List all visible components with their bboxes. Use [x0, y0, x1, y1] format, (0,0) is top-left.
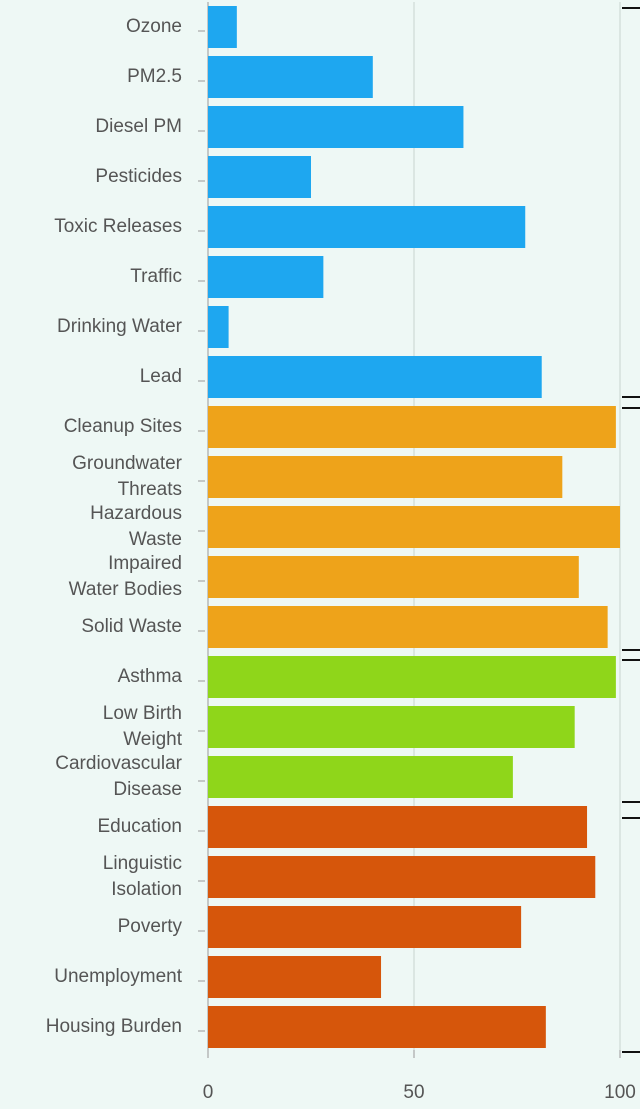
y-tick-label: Pesticides	[95, 166, 182, 187]
bar	[208, 556, 579, 598]
y-tick-label: Ozone	[126, 16, 182, 37]
bar	[208, 306, 229, 348]
y-tick-label: Drinking Water	[57, 316, 182, 337]
y-tick-label: Diesel PM	[95, 116, 182, 137]
bar	[208, 6, 237, 48]
bar	[208, 106, 464, 148]
x-tick-label: 50	[403, 1082, 424, 1103]
bar	[208, 456, 563, 498]
bar	[208, 506, 620, 548]
y-tick-label: Impaired Water Bodies	[68, 553, 182, 600]
bar	[208, 156, 311, 198]
bar	[208, 856, 596, 898]
y-tick-label: Cardiovascular Disease	[55, 753, 182, 800]
bar	[208, 706, 575, 748]
y-tick-label: Solid Waste	[81, 616, 182, 637]
y-tick-label: Hazardous Waste	[90, 503, 182, 550]
y-tick-label: Poverty	[117, 916, 182, 937]
y-tick-label: Asthma	[117, 666, 182, 687]
bar	[208, 256, 324, 298]
y-tick-label: Housing Burden	[45, 1016, 182, 1037]
y-tick-label: PM2.5	[127, 66, 182, 87]
bar	[208, 206, 526, 248]
bar	[208, 606, 608, 648]
group-brackets	[622, 7, 640, 1053]
bar	[208, 406, 616, 448]
x-tick-label: 0	[203, 1082, 214, 1103]
bar	[208, 356, 542, 398]
bar	[208, 956, 382, 998]
bar	[208, 1006, 546, 1048]
y-tick-label: Unemployment	[54, 966, 182, 987]
y-tick-label: Low Birth Weight	[102, 703, 182, 750]
bar	[208, 656, 616, 698]
bar	[208, 56, 373, 98]
bar	[208, 756, 513, 798]
y-tick-label: Toxic Releases	[54, 216, 182, 237]
bar	[208, 906, 522, 948]
y-tick-label: Cleanup Sites	[63, 416, 182, 437]
y-tick-label: Lead	[139, 366, 182, 387]
bar	[208, 806, 588, 848]
y-tick-label: Traffic	[130, 266, 182, 287]
y-tick-label: Education	[97, 816, 182, 837]
y-tick-label: Groundwater Threats	[72, 453, 182, 500]
y-tick-label: Linguistic Isolation	[102, 853, 182, 900]
x-tick-label: 100	[604, 1082, 636, 1103]
